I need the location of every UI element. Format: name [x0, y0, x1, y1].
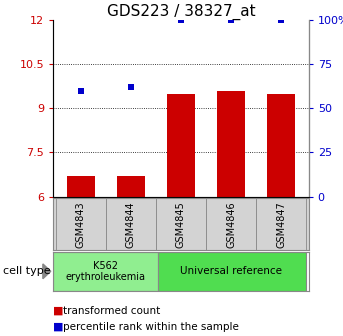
Bar — [106, 198, 156, 250]
Bar — [56, 198, 106, 250]
Text: K562
erythroleukemia: K562 erythroleukemia — [66, 260, 146, 282]
Bar — [217, 91, 245, 197]
Bar — [256, 198, 306, 250]
Bar — [67, 176, 95, 197]
Point — [128, 85, 133, 90]
Bar — [158, 252, 306, 291]
Bar — [206, 198, 256, 250]
Text: GSM4844: GSM4844 — [126, 201, 136, 248]
Text: GSM4846: GSM4846 — [226, 201, 236, 248]
Bar — [53, 252, 158, 291]
Text: GSM4847: GSM4847 — [276, 201, 286, 248]
Text: cell type: cell type — [3, 266, 51, 276]
Point — [178, 17, 184, 23]
Text: GSM4845: GSM4845 — [176, 201, 186, 248]
Point — [78, 88, 83, 93]
Bar — [117, 176, 145, 197]
Bar — [267, 94, 295, 197]
Bar — [156, 198, 206, 250]
Point — [279, 17, 284, 23]
Text: GSM4843: GSM4843 — [76, 201, 86, 248]
Bar — [167, 94, 195, 197]
Text: ■: ■ — [53, 322, 64, 332]
Point — [228, 17, 234, 23]
Title: GDS223 / 38327_at: GDS223 / 38327_at — [107, 4, 255, 20]
Text: transformed count: transformed count — [63, 306, 161, 316]
Text: percentile rank within the sample: percentile rank within the sample — [63, 322, 239, 332]
Polygon shape — [43, 264, 51, 279]
Text: Universal reference: Universal reference — [180, 266, 282, 276]
Text: ■: ■ — [53, 306, 64, 316]
